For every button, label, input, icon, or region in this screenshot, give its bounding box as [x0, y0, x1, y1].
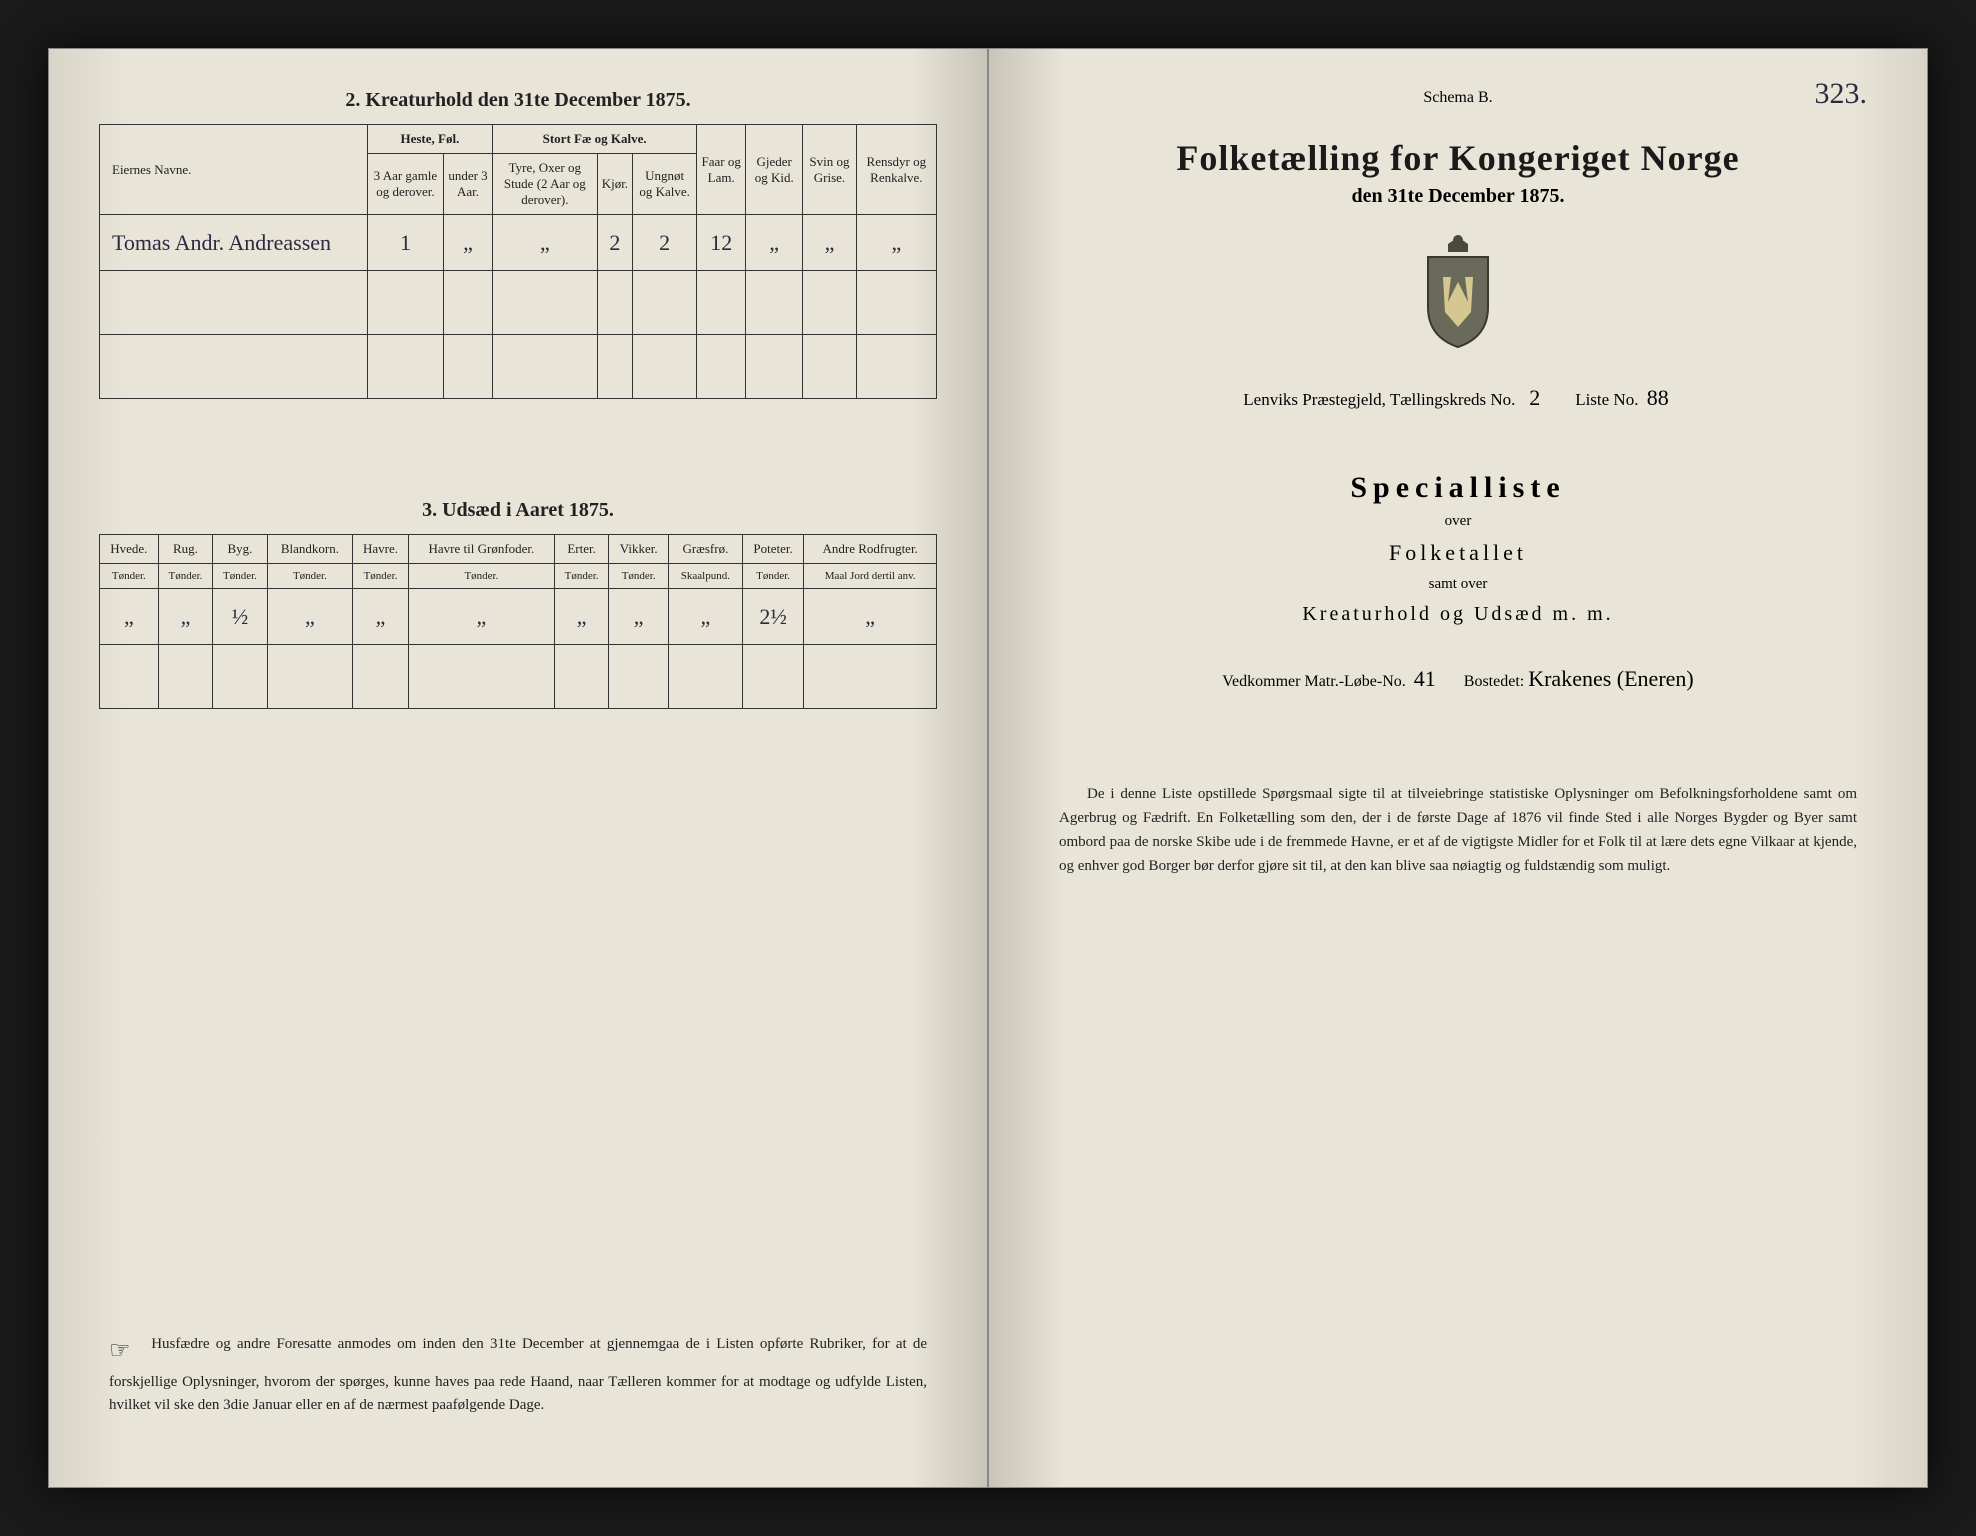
- specialliste-title: Specialliste: [1039, 471, 1877, 505]
- heste1-sub: 3 Aar gamle og derover.: [367, 154, 443, 215]
- cell-rensdyr: „: [856, 215, 936, 271]
- jurisdiction-prefix: Lenviks Præstegjeld, Tællingskreds No.: [1243, 390, 1515, 409]
- seed-cell: „: [267, 589, 352, 645]
- seed-col-header: Blandkorn.: [267, 535, 352, 564]
- kreatur-label: Kreaturhold og Udsæd m. m.: [1039, 603, 1877, 626]
- left-page: 2. Kreaturhold den 31te December 1875. E…: [48, 48, 988, 1488]
- cell-gjeder: „: [746, 215, 803, 271]
- seed-header-row: Hvede.Rug.Byg.Blandkorn.Havre.Havre til …: [100, 535, 937, 564]
- table-row-empty: [100, 335, 937, 399]
- stort2-sub: Kjør.: [597, 154, 632, 215]
- seed-cell: „: [554, 589, 609, 645]
- seed-cell: „: [158, 589, 213, 645]
- seed-data-row: „„½„„„„„„2½„: [100, 589, 937, 645]
- seed-col-header: Erter.: [554, 535, 609, 564]
- seed-cell: „: [668, 589, 742, 645]
- page-number: 323.: [1815, 77, 1868, 111]
- cell-heste2: „: [444, 215, 493, 271]
- cell-stort1: „: [492, 215, 597, 271]
- seed-cell: 2½: [742, 589, 803, 645]
- stort3-sub: Ungnøt og Kalve.: [633, 154, 697, 215]
- seed-cell: „: [100, 589, 159, 645]
- section3-title: 3. Udsæd i Aaret 1875.: [99, 499, 937, 522]
- seed-col-unit: Tønder.: [267, 564, 352, 589]
- census-subtitle: den 31te December 1875.: [1039, 185, 1877, 208]
- seed-unit-row: Tønder.Tønder.Tønder.Tønder.Tønder.Tønde…: [100, 564, 937, 589]
- seed-col-unit: Tønder.: [213, 564, 268, 589]
- footer-text: Husfædre og andre Foresatte anmodes om i…: [109, 1336, 927, 1412]
- rensdyr-header: Rensdyr og Renkalve.: [856, 125, 936, 215]
- seed-col-unit: Tønder.: [554, 564, 609, 589]
- schema-label: Schema B.: [1039, 89, 1877, 107]
- heste2-sub: under 3 Aar.: [444, 154, 493, 215]
- cell-stort2: 2: [597, 215, 632, 271]
- body-paragraph: De i denne Liste opstillede Spørgsmaal s…: [1039, 782, 1877, 878]
- gjeder-header: Gjeder og Kid.: [746, 125, 803, 215]
- seed-col-unit: Tønder.: [609, 564, 669, 589]
- cell-svin: „: [803, 215, 856, 271]
- heste-group: Heste, Føl.: [367, 125, 492, 154]
- table-row-empty: [100, 645, 937, 709]
- svin-header: Svin og Grise.: [803, 125, 856, 215]
- seed-col-header: Havre til Grønfoder.: [408, 535, 554, 564]
- seed-col-unit: Tønder.: [742, 564, 803, 589]
- seed-col-header: Havre.: [353, 535, 409, 564]
- folketallet-label: Folketallet: [1039, 540, 1877, 566]
- seed-col-header: Poteter.: [742, 535, 803, 564]
- seed-col-unit: Tønder.: [408, 564, 554, 589]
- left-footer-note: ☞ Husfædre og andre Foresatte anmodes om…: [109, 1333, 927, 1417]
- seed-col-header: Vikker.: [609, 535, 669, 564]
- kreds-no: 2: [1520, 385, 1550, 411]
- vedkommer-line: Vedkommer Matr.-Løbe-No. 41 Bostedet: Kr…: [1039, 666, 1877, 692]
- table-row: Tomas Andr. Andreassen 1 „ „ 2 2 12 „ „ …: [100, 215, 937, 271]
- stort1-sub: Tyre, Oxer og Stude (2 Aar og derover).: [492, 154, 597, 215]
- cell-heste1: 1: [367, 215, 443, 271]
- table-row-empty: [100, 271, 937, 335]
- owner-header: Eiernes Navne.: [100, 125, 368, 215]
- faar-header: Faar og Lam.: [697, 125, 746, 215]
- pointing-hand-icon: ☞: [109, 1333, 145, 1370]
- vedkommer-label: Vedkommer Matr.-Løbe-No.: [1222, 673, 1406, 690]
- cell-faar: 12: [697, 215, 746, 271]
- liste-no: 88: [1643, 385, 1673, 411]
- livestock-table: Eiernes Navne. Heste, Føl. Stort Fæ og K…: [99, 124, 937, 399]
- seed-col-unit: Tønder.: [353, 564, 409, 589]
- samt-label: samt over: [1039, 576, 1877, 593]
- bosted-value: Krakenes (Eneren): [1528, 666, 1694, 691]
- jurisdiction-line: Lenviks Præstegjeld, Tællingskreds No. 2…: [1039, 385, 1877, 411]
- book-spread: 2. Kreaturhold den 31te December 1875. E…: [48, 48, 1928, 1488]
- owner-name: Tomas Andr. Andreassen: [100, 215, 368, 271]
- seed-col-header: Byg.: [213, 535, 268, 564]
- matr-no: 41: [1410, 666, 1440, 692]
- over-label: over: [1039, 513, 1877, 530]
- seed-cell: „: [408, 589, 554, 645]
- seed-col-header: Rug.: [158, 535, 213, 564]
- seed-col-unit: Skaalpund.: [668, 564, 742, 589]
- stort-group: Stort Fæ og Kalve.: [492, 125, 696, 154]
- seed-col-header: Andre Rodfrugter.: [804, 535, 937, 564]
- seed-cell: „: [353, 589, 409, 645]
- seed-table: Hvede.Rug.Byg.Blandkorn.Havre.Havre til …: [99, 534, 937, 709]
- seed-col-unit: Maal Jord dertil anv.: [804, 564, 937, 589]
- seed-col-header: Græsfrø.: [668, 535, 742, 564]
- seed-col-unit: Tønder.: [158, 564, 213, 589]
- coat-of-arms-icon: [1039, 232, 1877, 357]
- liste-label: Liste No.: [1575, 390, 1638, 409]
- seed-cell: „: [804, 589, 937, 645]
- census-title: Folketælling for Kongeriget Norge: [1039, 137, 1877, 179]
- cell-stort3: 2: [633, 215, 697, 271]
- seed-col-unit: Tønder.: [100, 564, 159, 589]
- seed-cell: ½: [213, 589, 268, 645]
- right-page: 323. Schema B. Folketælling for Kongerig…: [988, 48, 1928, 1488]
- seed-cell: „: [609, 589, 669, 645]
- seed-col-header: Hvede.: [100, 535, 159, 564]
- bosted-label: Bostedet:: [1464, 673, 1524, 690]
- section2-title: 2. Kreaturhold den 31te December 1875.: [99, 89, 937, 112]
